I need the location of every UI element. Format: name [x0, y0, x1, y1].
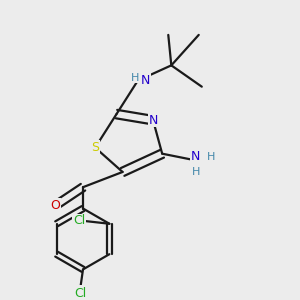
- Text: H: H: [191, 167, 200, 177]
- Text: O: O: [51, 199, 61, 212]
- Text: H: H: [130, 73, 139, 82]
- Text: Cl: Cl: [74, 287, 86, 300]
- Text: Cl: Cl: [73, 214, 85, 227]
- Text: N: N: [148, 114, 158, 127]
- Text: H: H: [207, 152, 215, 162]
- Text: N: N: [191, 150, 200, 163]
- Text: N: N: [141, 74, 150, 87]
- Text: S: S: [91, 141, 99, 154]
